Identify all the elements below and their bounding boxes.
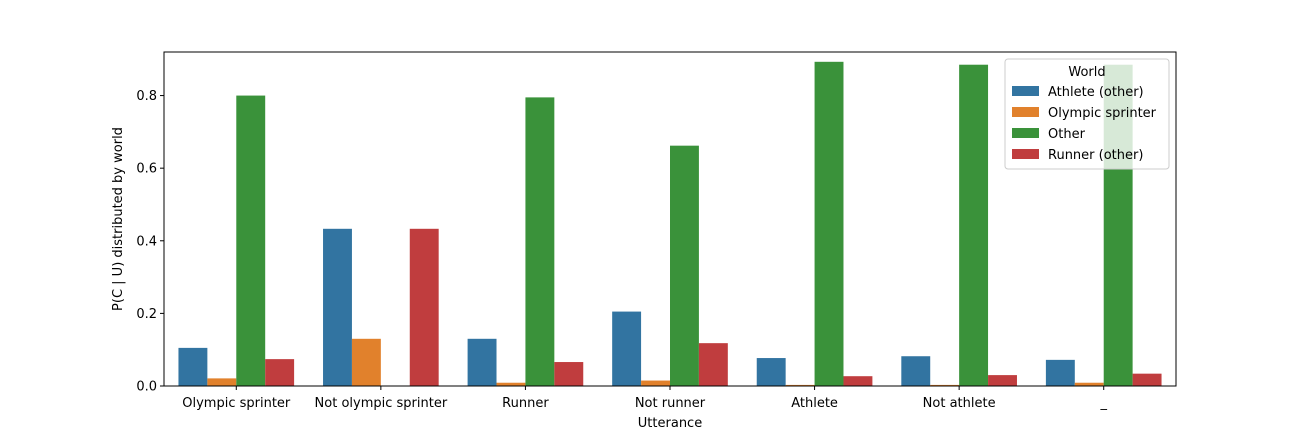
legend-box bbox=[1004, 58, 1170, 170]
bar-athlete-other-not-runner bbox=[612, 311, 642, 386]
bar-other-runner bbox=[525, 97, 555, 386]
legend-items: Athlete (other) Olympic sprinter Other Runn… bbox=[1012, 85, 1157, 163]
x-axis-ticks: Olympic sprinter Not olympic sprinter Runn… bbox=[182, 386, 1107, 411]
bar-runner-other-not-olympic-sprinter bbox=[409, 228, 439, 386]
x-axis-label: Utterance bbox=[638, 416, 702, 431]
bar-runner-other-runner bbox=[554, 362, 584, 386]
y-tick-label: 0.0 bbox=[136, 380, 157, 395]
legend-title: World bbox=[1068, 65, 1105, 80]
bar-athlete-other-athlete bbox=[756, 358, 786, 386]
bar-runner-other-not-athlete bbox=[988, 375, 1017, 386]
legend-label-athlete-other: Athlete (other) bbox=[1048, 85, 1144, 100]
y-axis-label: P(C | U) distributed by world bbox=[111, 127, 126, 311]
legend-swatch-runner-other bbox=[1012, 149, 1039, 159]
bar-olympic-sprinter-not-olympic-sprinter bbox=[351, 338, 381, 386]
y-axis-ticks: 0.0 0.2 0.4 0.6 0.8 bbox=[136, 89, 164, 395]
x-tick-label: Olympic sprinter bbox=[182, 396, 291, 411]
legend-swatch-other bbox=[1012, 128, 1039, 138]
y-tick-label: 0.8 bbox=[136, 89, 157, 104]
bar-runner-other-athlete bbox=[843, 376, 873, 386]
bar-athlete-other-olympic-sprinter bbox=[178, 347, 208, 386]
x-tick-label: Runner bbox=[502, 396, 549, 411]
x-tick-label: Not olympic sprinter bbox=[315, 396, 448, 411]
bar-runner-other-not-runner bbox=[698, 343, 728, 386]
bar-olympic-sprinter-blank bbox=[1074, 382, 1104, 386]
legend-swatch-olympic-sprinter bbox=[1012, 107, 1039, 117]
bar-athlete-other-not-athlete bbox=[901, 356, 931, 386]
bar-olympic-sprinter-not-runner bbox=[641, 380, 670, 386]
bar-athlete-other-blank bbox=[1045, 359, 1075, 386]
bar-runner-other-olympic-sprinter bbox=[265, 359, 295, 386]
bar-olympic-sprinter-not-athlete bbox=[930, 384, 960, 386]
bar-athlete-other-not-olympic-sprinter bbox=[323, 228, 352, 386]
bar-athlete-other-runner bbox=[467, 338, 497, 386]
bar-olympic-sprinter-athlete bbox=[785, 384, 815, 386]
x-tick-label: Athlete bbox=[791, 396, 838, 411]
bars-layer bbox=[178, 61, 1162, 387]
y-tick-label: 0.6 bbox=[136, 162, 157, 177]
bar-other-not-runner bbox=[670, 145, 699, 386]
x-tick-label: Not runner bbox=[635, 396, 706, 411]
bar-other-olympic-sprinter bbox=[236, 95, 266, 386]
legend-label-other: Other bbox=[1048, 127, 1086, 142]
legend-swatch-athlete-other bbox=[1012, 86, 1039, 96]
legend-label-olympic-sprinter: Olympic sprinter bbox=[1048, 106, 1157, 121]
bar-other-athlete bbox=[814, 61, 844, 387]
legend-label-runner-other: Runner (other) bbox=[1048, 148, 1143, 163]
y-tick-label: 0.2 bbox=[136, 307, 157, 322]
bar-olympic-sprinter-runner bbox=[496, 382, 526, 386]
x-tick-label: Not athlete bbox=[923, 396, 996, 411]
x-tick-label: _ bbox=[1099, 396, 1107, 411]
bar-other-not-athlete bbox=[959, 64, 989, 387]
y-tick-label: 0.4 bbox=[136, 234, 157, 249]
bar-runner-other-blank bbox=[1132, 373, 1162, 386]
legend: World Athlete (other) Olympic sprinter Oth… bbox=[1004, 58, 1170, 170]
bar-olympic-sprinter-olympic-sprinter bbox=[207, 378, 237, 386]
